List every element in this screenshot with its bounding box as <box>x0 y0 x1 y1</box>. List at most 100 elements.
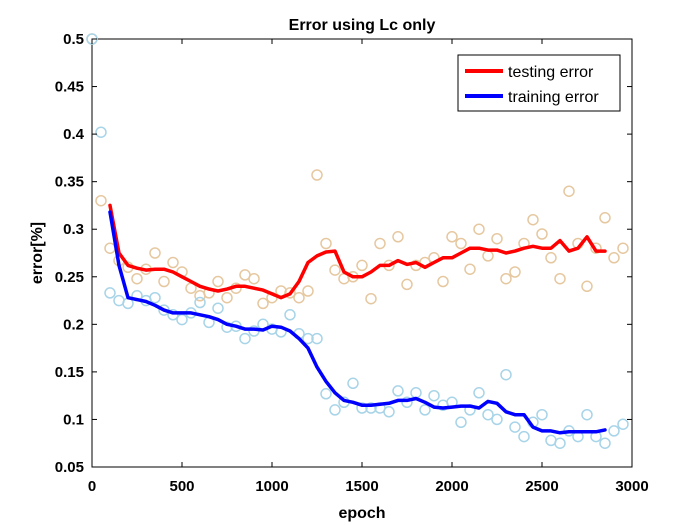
x-axis-label: epoch <box>338 505 385 522</box>
scatter-point-3-47 <box>509 421 521 433</box>
scatter-point-2-18 <box>248 272 260 285</box>
scatter-point-2-51 <box>545 252 557 264</box>
scatter-point-2-19 <box>257 297 269 310</box>
scatter-point-2-5 <box>131 272 143 285</box>
scatter-point-2-49 <box>527 213 539 226</box>
series-line-1 <box>108 210 607 435</box>
y-tick-label-3: 0.2 <box>63 316 84 333</box>
scatter-point-2-30 <box>356 259 368 272</box>
scatter-point-3-25 <box>311 332 323 345</box>
scatter-point-2-23 <box>293 291 305 304</box>
scatter-point-2-15 <box>221 291 233 304</box>
scatter-point-3-1 <box>95 126 107 138</box>
scatter-point-2-14 <box>212 275 224 288</box>
scatter-point-3-55 <box>581 408 593 421</box>
scatter-point-3-43 <box>473 387 485 399</box>
scatter-point-3-12 <box>194 296 206 309</box>
scatter-point-3-22 <box>284 309 296 321</box>
y-tick-label-8: 0.45 <box>55 79 84 96</box>
scatter-point-2-40 <box>446 231 458 243</box>
scatter-point-3-45 <box>491 413 503 426</box>
scatter-point-3-27 <box>329 404 341 416</box>
scatter-point-3-59 <box>617 418 629 430</box>
scatter-point-2-34 <box>392 231 404 243</box>
scatter-point-2-42 <box>464 263 476 275</box>
scatter-point-2-9 <box>167 256 179 269</box>
y-tick-label-2: 0.15 <box>55 364 84 381</box>
scatter-point-3-7 <box>149 291 161 304</box>
scatter-point-3-9 <box>167 309 179 321</box>
scatter-point-2-25 <box>311 169 323 181</box>
y-tick-label-4: 0.25 <box>55 269 84 286</box>
scatter-point-2-47 <box>509 266 521 278</box>
chart-title: Error using Lc only <box>289 17 436 34</box>
x-tick-label-2: 1000 <box>255 478 288 495</box>
scatter-point-3-15 <box>221 321 233 333</box>
scatter-point-2-27 <box>329 264 341 276</box>
scatter-point-2-57 <box>599 212 611 224</box>
y-tick-label-7: 0.4 <box>63 126 85 143</box>
series-line-0 <box>108 203 607 300</box>
x-tick-label-6: 3000 <box>615 478 648 495</box>
y-tick-label-5: 0.3 <box>63 221 84 238</box>
legend: testing error training error <box>457 54 621 112</box>
scatter-point-2-39 <box>437 275 449 288</box>
series-layer <box>86 33 629 449</box>
x-tick-label-3: 1500 <box>345 478 378 495</box>
y-tick-label-1: 0.1 <box>63 411 84 428</box>
scatter-point-2-31 <box>365 292 377 305</box>
y-axis-label: error[%] <box>29 222 46 284</box>
legend-box <box>457 54 621 112</box>
scatter-point-2-46 <box>500 272 512 285</box>
scatter-point-3-57 <box>599 437 611 449</box>
scatter-point-3-30 <box>356 402 368 414</box>
scatter-point-3-35 <box>401 396 413 409</box>
scatter-point-2-45 <box>491 232 503 245</box>
scatter-point-2-52 <box>554 272 566 285</box>
scatter-point-2-58 <box>608 252 620 264</box>
y-tick-label-0: 0.05 <box>55 459 84 476</box>
legend-label-training: training error <box>508 89 599 106</box>
scatter-point-2-56 <box>590 242 602 254</box>
scatter-point-3-17 <box>239 332 251 345</box>
scatter-point-3-44 <box>482 408 494 421</box>
y-tick-label-6: 0.35 <box>55 174 84 191</box>
scatter-point-2-22 <box>284 287 296 299</box>
legend-label-testing: testing error <box>508 64 594 81</box>
scatter-point-3-46 <box>500 368 512 381</box>
scatter-point-2-53 <box>563 185 575 197</box>
scatter-point-2-50 <box>536 228 548 240</box>
scatter-point-2-32 <box>374 237 386 250</box>
scatter-point-2-7 <box>149 247 161 259</box>
scatter-point-3-48 <box>518 430 530 443</box>
scatter-point-2-1 <box>95 194 107 207</box>
scatter-point-3-14 <box>212 302 224 314</box>
scatter-point-3-58 <box>608 425 620 437</box>
scatter-point-3-33 <box>383 406 395 418</box>
scatter-point-2-8 <box>158 275 170 288</box>
scatter-point-3-34 <box>392 385 404 397</box>
scatter-point-3-29 <box>347 377 359 390</box>
scatter-point-3-26 <box>320 388 332 400</box>
x-tick-label-0: 0 <box>88 478 96 495</box>
x-tick-label-1: 500 <box>169 478 194 495</box>
scatter-point-3-52 <box>554 437 566 449</box>
scatter-point-2-24 <box>302 285 314 297</box>
scatter-point-3-38 <box>428 389 440 402</box>
scatter-point-2-26 <box>320 237 332 250</box>
scatter-point-3-2 <box>104 287 116 299</box>
scatter-point-2-55 <box>581 280 593 293</box>
scatter-point-3-24 <box>302 332 314 345</box>
axis-ticks: 0 500 1000 1500 2000 2500 3000 0.05 0.1 0.15 0.2 0.… <box>55 31 649 495</box>
scatter-point-3-37 <box>419 404 431 416</box>
x-tick-label-4: 2000 <box>435 478 468 495</box>
scatter-point-3-41 <box>455 416 467 429</box>
scatter-point-2-59 <box>617 242 629 254</box>
y-tick-label-9: 0.5 <box>63 31 84 48</box>
scatter-point-2-41 <box>455 237 467 250</box>
scatter-point-2-35 <box>401 278 413 291</box>
scatter-point-2-43 <box>473 223 485 235</box>
x-tick-label-5: 2500 <box>525 478 558 495</box>
scatter-point-3-31 <box>365 402 377 414</box>
